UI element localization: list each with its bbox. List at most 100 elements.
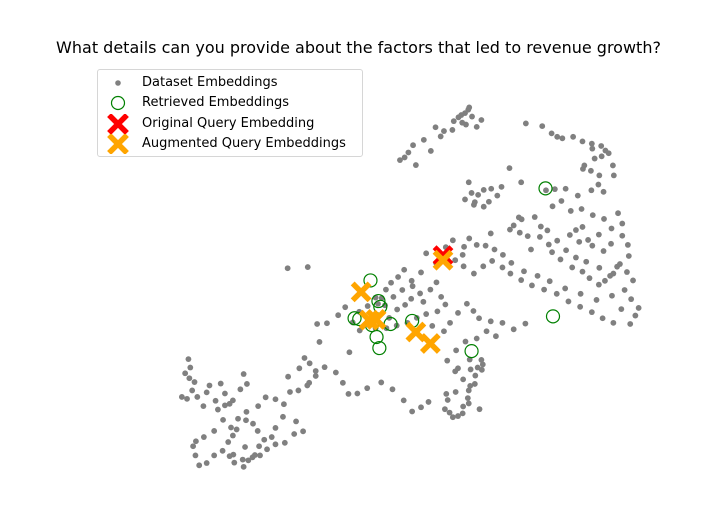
- dataset-point: [558, 198, 565, 204]
- dataset-point: [554, 133, 561, 140]
- dataset-point: [465, 400, 472, 407]
- dataset-point: [507, 226, 513, 233]
- dataset-point: [335, 312, 342, 319]
- dataset-point: [401, 266, 408, 273]
- legend-entry-dataset: Dataset Embeddings: [98, 73, 362, 93]
- dataset-point: [226, 400, 233, 407]
- retrieved-point: [545, 309, 561, 324]
- dataset-point: [427, 286, 434, 293]
- dataset-point: [518, 179, 525, 186]
- dataset-point: [596, 264, 603, 271]
- dataset-point: [562, 185, 569, 192]
- dataset-point: [446, 409, 453, 416]
- dataset-point: [598, 153, 605, 160]
- dataset-point: [203, 460, 210, 466]
- dataset-point: [240, 463, 247, 470]
- dataset-point: [607, 272, 613, 279]
- dataset-point: [608, 225, 615, 232]
- dataset-point: [420, 298, 427, 305]
- dataset-point: [450, 118, 457, 125]
- dataset-point: [467, 382, 474, 389]
- dataset-point: [324, 320, 330, 327]
- dataset-point: [586, 275, 593, 282]
- dataset-point: [534, 272, 541, 279]
- dataset-point: [405, 149, 412, 156]
- dataset-point: [378, 379, 385, 386]
- dataset-point: [475, 191, 482, 198]
- dataset-point: [375, 300, 381, 307]
- dataset-point: [491, 246, 498, 253]
- dataset-point: [585, 237, 591, 243]
- dataset-point: [524, 233, 531, 240]
- dataset-point: [576, 238, 583, 245]
- dataset-point: [284, 265, 291, 272]
- dataset-point: [589, 212, 596, 219]
- dataset-point: [618, 306, 625, 312]
- dataset-point: [408, 295, 415, 302]
- dataset-point: [473, 123, 480, 130]
- dataset-point: [598, 143, 605, 149]
- dataset-point: [485, 198, 492, 205]
- retrieved-point: [372, 340, 387, 356]
- dataset-point: [619, 232, 626, 239]
- dataset-point: [412, 162, 419, 168]
- dataset-point: [395, 274, 401, 280]
- dataset-point: [487, 230, 494, 237]
- dataset-point: [476, 315, 482, 322]
- dataset-point: [471, 199, 478, 206]
- dataset-point: [583, 258, 590, 265]
- dataset-point: [557, 256, 564, 263]
- dataset-point: [588, 167, 594, 174]
- dataset-point: [427, 148, 434, 154]
- dataset-point: [498, 183, 505, 190]
- dataset-point: [466, 104, 473, 111]
- dataset-point: [354, 390, 361, 397]
- dataset-point: [425, 399, 432, 405]
- dataset-point: [418, 269, 424, 276]
- dataset-point: [433, 279, 440, 286]
- dataset-point: [432, 124, 439, 131]
- dataset-point: [304, 264, 311, 270]
- dataset-point: [215, 406, 221, 413]
- chart-title: What details can you provide about the f…: [56, 38, 661, 57]
- dataset-point: [441, 328, 447, 335]
- series-dataset-embeddings: [178, 104, 642, 470]
- dataset-point: [463, 121, 469, 128]
- dataset-point: [287, 389, 293, 395]
- dataset-point: [469, 113, 475, 120]
- dataset-point: [551, 186, 558, 193]
- dataset-point: [483, 328, 490, 335]
- dataset-point: [364, 385, 371, 392]
- dataset-point: [264, 446, 270, 453]
- dataset-point: [488, 185, 495, 192]
- dataset-point: [579, 224, 586, 230]
- dataset-point: [522, 320, 529, 327]
- dataset-point: [591, 155, 598, 162]
- dataset-point: [625, 253, 632, 259]
- dataset-point: [452, 257, 459, 264]
- dataset-point: [442, 301, 449, 308]
- dataset-point: [465, 387, 472, 394]
- dataset-point: [567, 208, 574, 214]
- dataset-point: [438, 293, 445, 300]
- dataset-point: [345, 390, 352, 397]
- dataset-point: [312, 373, 319, 379]
- dataset-point: [295, 387, 302, 394]
- dataset-point: [233, 426, 240, 433]
- dataset-point: [608, 240, 614, 247]
- dataset-point: [553, 290, 560, 297]
- dataset-point: [211, 428, 218, 434]
- dataset-point: [304, 382, 311, 389]
- dataset-point: [595, 231, 602, 238]
- dataset-point: [574, 192, 581, 199]
- dataset-point: [489, 258, 496, 264]
- dataset-point: [461, 243, 467, 250]
- dataset-point: [189, 387, 196, 394]
- dataset-point: [243, 408, 250, 415]
- dataset-point: [444, 357, 451, 364]
- dataset-point: [600, 248, 607, 254]
- dataset-point: [508, 259, 515, 266]
- dataset-point: [184, 395, 190, 402]
- legend-label-retrieved: Retrieved Embeddings: [142, 95, 290, 110]
